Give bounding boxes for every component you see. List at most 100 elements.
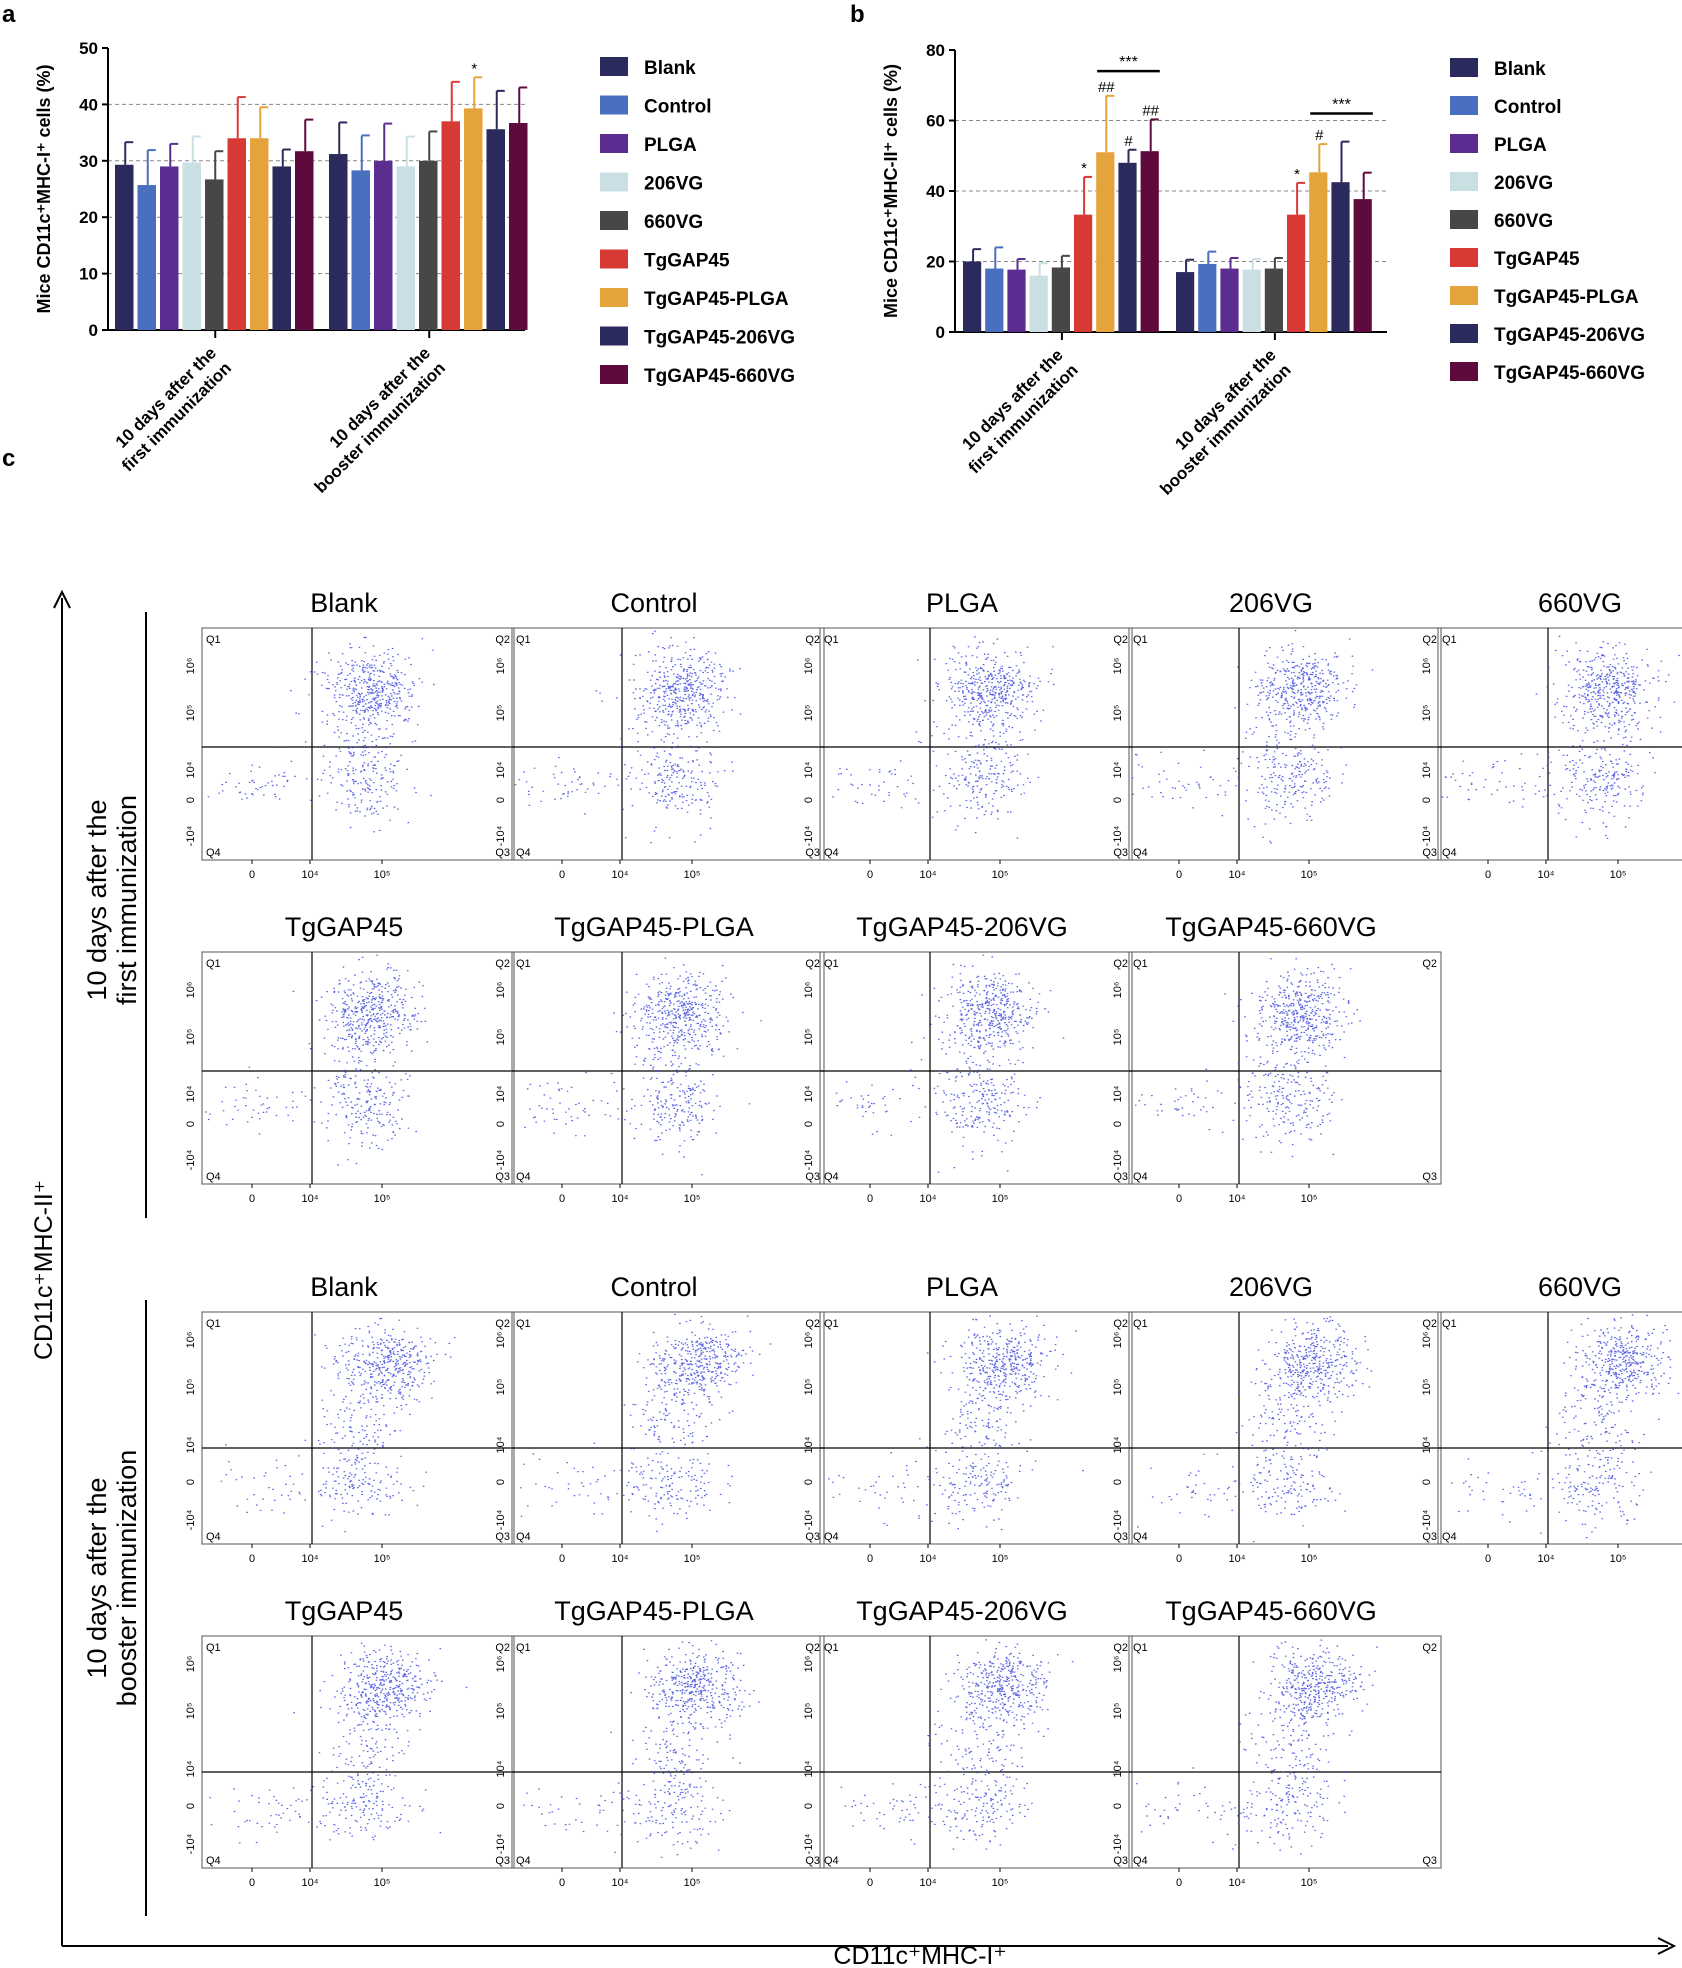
flow-y-tick-label: 10⁴ xyxy=(803,761,815,778)
quadrant-label: Q1 xyxy=(824,634,839,646)
flow-y-tick-label: 10⁵ xyxy=(495,705,507,722)
quadrant-label: Q3 xyxy=(495,847,510,859)
flow-events xyxy=(520,1313,772,1532)
bar xyxy=(419,160,438,330)
flow-y-tick-label: 0 xyxy=(803,797,815,803)
quadrant-label: Q4 xyxy=(516,847,531,859)
quadrant-label: Q1 xyxy=(516,958,531,970)
bar xyxy=(1242,269,1261,332)
bar xyxy=(351,170,370,330)
legend-label: 660VG xyxy=(1494,211,1553,232)
flow-plot: TgGAP45-206VG Q1 Q2 Q3 Q4 0 10⁴ 10⁵ 10⁶ 10⁵ 10⁴ 0 -1… xyxy=(803,1596,1133,1889)
bar xyxy=(1287,214,1306,332)
quadrant-label: Q1 xyxy=(1442,1318,1457,1330)
y-tick-label: 0 xyxy=(936,323,945,342)
flow-y-tick-label: -10⁴ xyxy=(185,1149,197,1170)
legend-swatch xyxy=(1450,324,1478,343)
flow-x-tick-label: 10⁵ xyxy=(1301,1193,1318,1205)
quadrant-label: Q2 xyxy=(495,1318,510,1330)
legend-swatch xyxy=(600,95,628,115)
flow-events xyxy=(524,957,762,1176)
quadrant-label: Q4 xyxy=(1133,1531,1148,1543)
flow-y-tick-label: 0 xyxy=(1112,1479,1124,1485)
legend-label: 206VG xyxy=(1494,173,1553,194)
flow-y-tick-label: 0 xyxy=(1421,1479,1433,1485)
quadrant-label: Q2 xyxy=(1422,958,1437,970)
quadrant-label: Q1 xyxy=(206,634,221,646)
quadrant-label: Q1 xyxy=(1133,958,1148,970)
flow-y-tick-label: 10⁶ xyxy=(803,1332,815,1349)
quadrant-label: Q2 xyxy=(805,1642,820,1654)
bar xyxy=(115,164,134,330)
flow-y-tick-label: 10⁵ xyxy=(185,705,197,722)
flow-x-tick-label: 0 xyxy=(559,1877,565,1889)
flow-plot: TgGAP45-206VG Q1 Q2 Q3 Q4 0 10⁴ 10⁵ 10⁶ 10⁵ 10⁴ 0 -1… xyxy=(803,912,1133,1205)
y-tick-label: 40 xyxy=(926,182,945,201)
flow-plot: TgGAP45-PLGA Q1 Q2 Q3 Q4 0 10⁴ 10⁵ 10⁶ 10⁵ 10⁴ 0 -10… xyxy=(495,1596,825,1889)
flow-plot: Control Q1 Q2 Q3 Q4 0 10⁴ 10⁵ 10⁶ 10⁵ 10⁴ 0 -10⁴ xyxy=(495,588,825,881)
flow-y-tick-label: 10⁶ xyxy=(803,1656,815,1673)
flow-plot-title: TgGAP45-206VG xyxy=(856,1596,1068,1626)
legend-label: Blank xyxy=(1494,59,1546,80)
quadrant-label: Q2 xyxy=(495,634,510,646)
legend-label: Blank xyxy=(644,58,696,79)
bar xyxy=(1176,272,1195,332)
quadrant-label: Q1 xyxy=(1442,634,1457,646)
quadrant-label: Q1 xyxy=(1133,634,1148,646)
flow-plot-title: PLGA xyxy=(926,588,998,618)
flow-x-tick-label: 10⁴ xyxy=(612,869,629,881)
flow-x-tick-label: 10⁴ xyxy=(302,1877,319,1889)
row-title-line1: 10 days after the xyxy=(82,799,112,1000)
flow-y-tick-label: 10⁵ xyxy=(1112,1703,1124,1720)
significance-mark: # xyxy=(1124,133,1133,150)
flow-plot-frame xyxy=(201,951,515,1185)
flow-x-tick-label: 10⁵ xyxy=(1610,1553,1627,1565)
flow-x-tick-label: 10⁴ xyxy=(302,1553,319,1565)
flow-x-tick-label: 0 xyxy=(559,1193,565,1205)
significance-mark: * xyxy=(471,60,477,77)
legend-swatch xyxy=(1450,58,1478,77)
flow-y-tick-label: 10⁵ xyxy=(1112,1029,1124,1046)
legend-label: TgGAP45-660VG xyxy=(1494,363,1645,384)
quadrant-label: Q1 xyxy=(516,1318,531,1330)
legend-label: Control xyxy=(644,97,712,118)
quadrant-label: Q1 xyxy=(206,958,221,970)
bar xyxy=(250,138,269,330)
flow-y-tick-label: 10⁴ xyxy=(803,1436,815,1453)
flow-y-tick-label: 10⁴ xyxy=(495,761,507,778)
flow-y-tick-label: 0 xyxy=(495,1479,507,1485)
bar xyxy=(227,138,246,330)
flow-x-tick-label: 0 xyxy=(559,1553,565,1565)
flow-x-tick-label: 10⁵ xyxy=(684,1877,701,1889)
flow-events xyxy=(1134,958,1361,1158)
legend-label: TgGAP45 xyxy=(644,251,730,272)
flow-y-tick-label: -10⁴ xyxy=(1112,825,1124,846)
flow-x-tick-label: 10⁴ xyxy=(1538,869,1555,881)
flow-y-tick-label: 0 xyxy=(185,797,197,803)
quadrant-label: Q3 xyxy=(1422,847,1437,859)
flow-y-tick-label: 10⁵ xyxy=(185,1379,197,1396)
x-category-label-line2: booster immunization xyxy=(311,358,449,496)
flow-plot-title: 660VG xyxy=(1538,1272,1622,1302)
quadrant-label: Q4 xyxy=(824,847,839,859)
row-title-line1: 10 days after the xyxy=(82,1477,112,1678)
flow-y-tick-label: 10⁶ xyxy=(495,658,507,675)
flow-y-tick-label: 0 xyxy=(1112,797,1124,803)
bar xyxy=(486,129,505,330)
flow-y-tick-label: -10⁴ xyxy=(495,1149,507,1170)
legend-label: Control xyxy=(1494,97,1562,118)
flow-y-tick-label: 10⁵ xyxy=(185,1029,197,1046)
flow-y-tick-label: 10⁶ xyxy=(1112,1656,1124,1673)
flow-plot-frame xyxy=(1437,1311,1682,1545)
flow-events xyxy=(1441,635,1680,839)
flow-y-tick-label: 10⁶ xyxy=(185,982,197,999)
bar xyxy=(1309,172,1328,332)
flow-plot: 206VG Q1 Q2 Q3 Q4 0 10⁴ 10⁵ 10⁶ 10⁵ 10⁴ 0 -10⁴ xyxy=(1112,588,1442,881)
flow-plot-title: PLGA xyxy=(926,1272,998,1302)
flow-x-tick-label: 10⁴ xyxy=(1229,1553,1246,1565)
flow-y-tick-label: 10⁴ xyxy=(1112,1760,1124,1777)
quadrant-label: Q1 xyxy=(206,1642,221,1654)
legend-label: TgGAP45-660VG xyxy=(644,366,795,387)
bar xyxy=(963,261,982,332)
flow-y-tick-label: 10⁴ xyxy=(185,761,197,778)
